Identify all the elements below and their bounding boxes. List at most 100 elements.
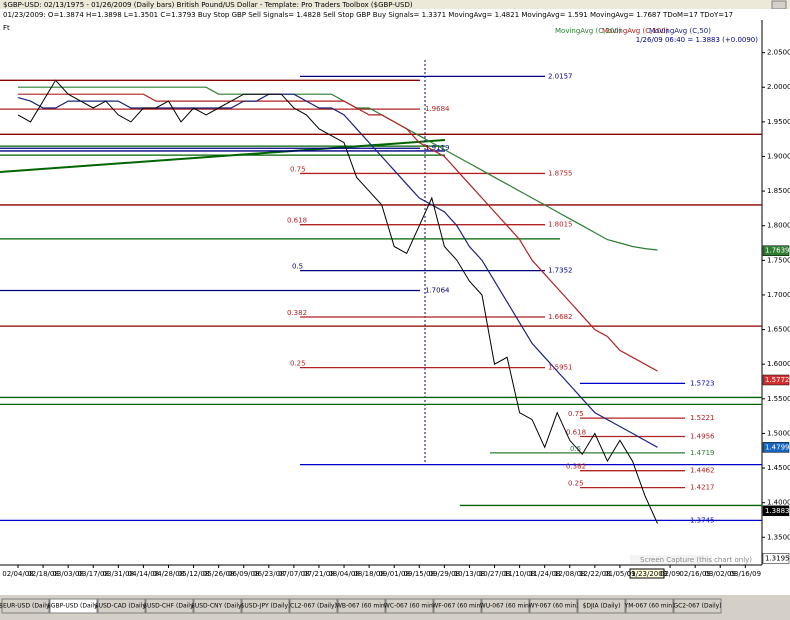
axis-marker-label: 1.5772 [765, 376, 790, 384]
x-tick-label: 08/18/08 [353, 570, 384, 578]
level-label: 1.5951 [548, 364, 573, 372]
legend-entry: MovingAvg (C,50) [649, 27, 711, 35]
tab-label[interactable]: WF-067 (60 min) [432, 603, 482, 610]
tab-label[interactable]: $USD-CHF (Daily) [143, 603, 196, 610]
level-label: 1.4217 [690, 484, 715, 492]
tab[interactable] [49, 598, 98, 614]
tab[interactable] [577, 598, 626, 614]
x-tick-label: 02/09 [660, 570, 680, 578]
level-label: 1.9684 [425, 105, 450, 113]
tab[interactable] [193, 598, 242, 614]
y-tick-label: 1.6000 [767, 360, 790, 368]
chart-area [0, 9, 790, 595]
x-tick-label: 08/04/08 [328, 570, 359, 578]
tab-label[interactable]: $EUR-USD (Daily) [0, 603, 52, 610]
tab-label[interactable]: WB-067 (60 min) [336, 603, 387, 610]
moving-average [18, 86, 658, 251]
tab-label[interactable]: WU-067 (60 min) [480, 603, 531, 610]
tab-label[interactable]: $USD-CNY (Daily) [191, 603, 244, 610]
x-tick-label: 11/24/08 [529, 570, 560, 578]
quote: 1/26/09 06:40 = 1.3883 (+0.0090) [636, 36, 759, 44]
tab[interactable] [337, 598, 386, 614]
axis-marker-label: 1.3883 [765, 507, 790, 515]
tab-label[interactable]: $USD-JPY (Daily) [241, 603, 291, 610]
tab[interactable] [97, 598, 146, 614]
x-tick-label: 12/22/08 [579, 570, 610, 578]
x-tick-label: 02/18/08 [27, 570, 58, 578]
tab-label[interactable]: $USD-CAD (Daily) [95, 603, 149, 610]
level-label: 1.9119 [425, 144, 450, 152]
level-label: 1.8015 [548, 221, 573, 229]
x-tick-label: 09/15/08 [404, 570, 435, 578]
y-tick-label: 1.9000 [767, 152, 790, 160]
x-tick-label: 02/16/09 [679, 570, 710, 578]
x-tick-label: 07/21/08 [303, 570, 334, 578]
price-line [17, 79, 658, 524]
tab[interactable] [385, 598, 434, 614]
tab[interactable] [1, 598, 50, 614]
cursor-date-box [629, 568, 665, 579]
panel-label: Ft [3, 24, 10, 32]
x-tick-label: 10/13/08 [454, 570, 485, 578]
axis-marker-label: 1.7639 [765, 247, 790, 255]
x-tick-label: 04/28/08 [153, 570, 184, 578]
y-tick-label: 2.0500 [767, 49, 790, 57]
x-tick-label: 05/26/08 [203, 570, 234, 578]
axis-marker [762, 505, 790, 517]
tab-label[interactable]: $DJIA (Daily) [583, 603, 621, 610]
level-label: 1.5221 [690, 414, 715, 422]
x-tick-label: 03/31/08 [103, 570, 134, 578]
y-tick-label: 1.8500 [767, 187, 790, 195]
x-tick-label: 09/01/08 [378, 570, 409, 578]
y-tick-label: 1.4500 [767, 464, 790, 472]
legend-entry: MovingAvg (C,100) [602, 27, 669, 35]
ratio-label: 0.382 [287, 309, 307, 317]
y-tick-label: 1.9500 [767, 118, 790, 126]
ratio-label: 0.5 [292, 263, 303, 271]
moving-average [18, 93, 658, 372]
tab-label[interactable]: CL2-067 (Daily) [290, 603, 337, 610]
y-tick-label: 1.3500 [767, 533, 790, 541]
tab-label[interactable]: GC2-067 (Daily) [673, 603, 721, 610]
x-tick-label: 05/12/08 [178, 570, 209, 578]
x-tick-label: 09/29/08 [429, 570, 460, 578]
moving-average [17, 93, 658, 448]
y-tick-label: 2.0000 [767, 83, 790, 91]
ratio-label: 0.618 [566, 428, 586, 436]
capture-note: Screen Capture (this chart only) [640, 556, 752, 564]
x-tick-label: 06/23/08 [253, 570, 284, 578]
level-label: 2.0157 [548, 72, 573, 80]
close-button[interactable] [771, 0, 787, 10]
legend-entry: MovingAvg (C,200) [555, 27, 622, 35]
tab[interactable] [529, 598, 578, 614]
x-tick-label: 01/05/09 [604, 570, 635, 578]
ratio-label: 0.75 [568, 410, 584, 418]
x-tick-label: 10/27/08 [479, 570, 510, 578]
tab[interactable] [481, 598, 530, 614]
x-tick-label: 03/16/09 [730, 570, 761, 578]
tab-bar: $EUR-USD (Daily)$GBP-USD (Daily)$USD-CAD… [0, 598, 722, 614]
tab-label[interactable]: WY-067 (60 min) [529, 603, 579, 610]
tab[interactable] [433, 598, 482, 614]
tab[interactable] [241, 598, 290, 614]
tab[interactable] [625, 598, 674, 614]
level-label: 1.7352 [548, 267, 573, 275]
y-tick-label: 1.6500 [767, 326, 790, 334]
tab[interactable] [145, 598, 194, 614]
y-tick-label: 1.5500 [767, 395, 790, 403]
y-tick-label: 1.7000 [767, 291, 790, 299]
tab[interactable] [673, 598, 722, 614]
level-label: 1.8755 [548, 169, 573, 177]
axis-marker [762, 374, 790, 386]
level-label: 1.4462 [690, 467, 715, 475]
tab-label[interactable]: YM-067 (60 min) [624, 603, 675, 610]
x-tick-label: 11/10/08 [504, 570, 535, 578]
tab[interactable] [289, 598, 338, 614]
level-label: 1.4956 [690, 432, 715, 440]
tab-label[interactable]: $GBP-USD (Daily) [47, 603, 100, 610]
ratio-label: 0.618 [287, 217, 307, 225]
ratio-label: 0.75 [290, 165, 306, 173]
tab-label[interactable]: WC-067 (60 min) [384, 603, 435, 610]
axis-marker [762, 245, 790, 256]
x-tick-label: 03/17/08 [78, 570, 109, 578]
